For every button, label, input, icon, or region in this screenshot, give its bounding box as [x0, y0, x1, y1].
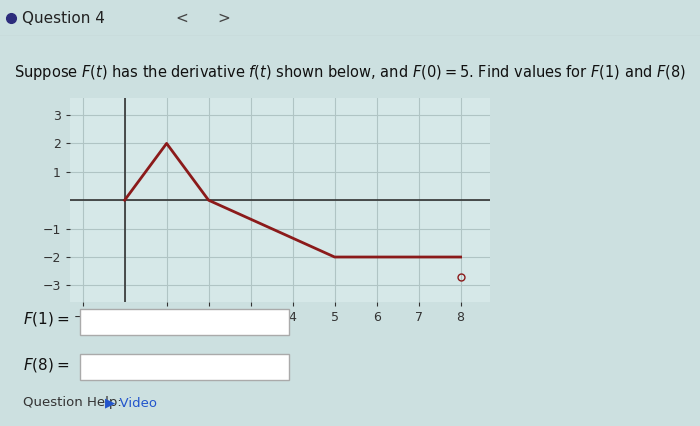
Text: Question 4: Question 4	[22, 11, 105, 26]
Text: $F(1) =$: $F(1) =$	[23, 311, 69, 328]
Text: ▶ Video: ▶ Video	[105, 396, 157, 409]
FancyBboxPatch shape	[80, 354, 289, 380]
Text: $F(8) =$: $F(8) =$	[23, 356, 69, 374]
Text: >: >	[218, 11, 230, 26]
Text: <: <	[176, 11, 188, 26]
Text: Question Help:: Question Help:	[23, 396, 126, 409]
Text: Suppose $F(t)$ has the derivative $f(t)$ shown below, and $F(0) = 5$. Find value: Suppose $F(t)$ has the derivative $f(t)$…	[14, 63, 686, 82]
FancyBboxPatch shape	[80, 309, 289, 335]
